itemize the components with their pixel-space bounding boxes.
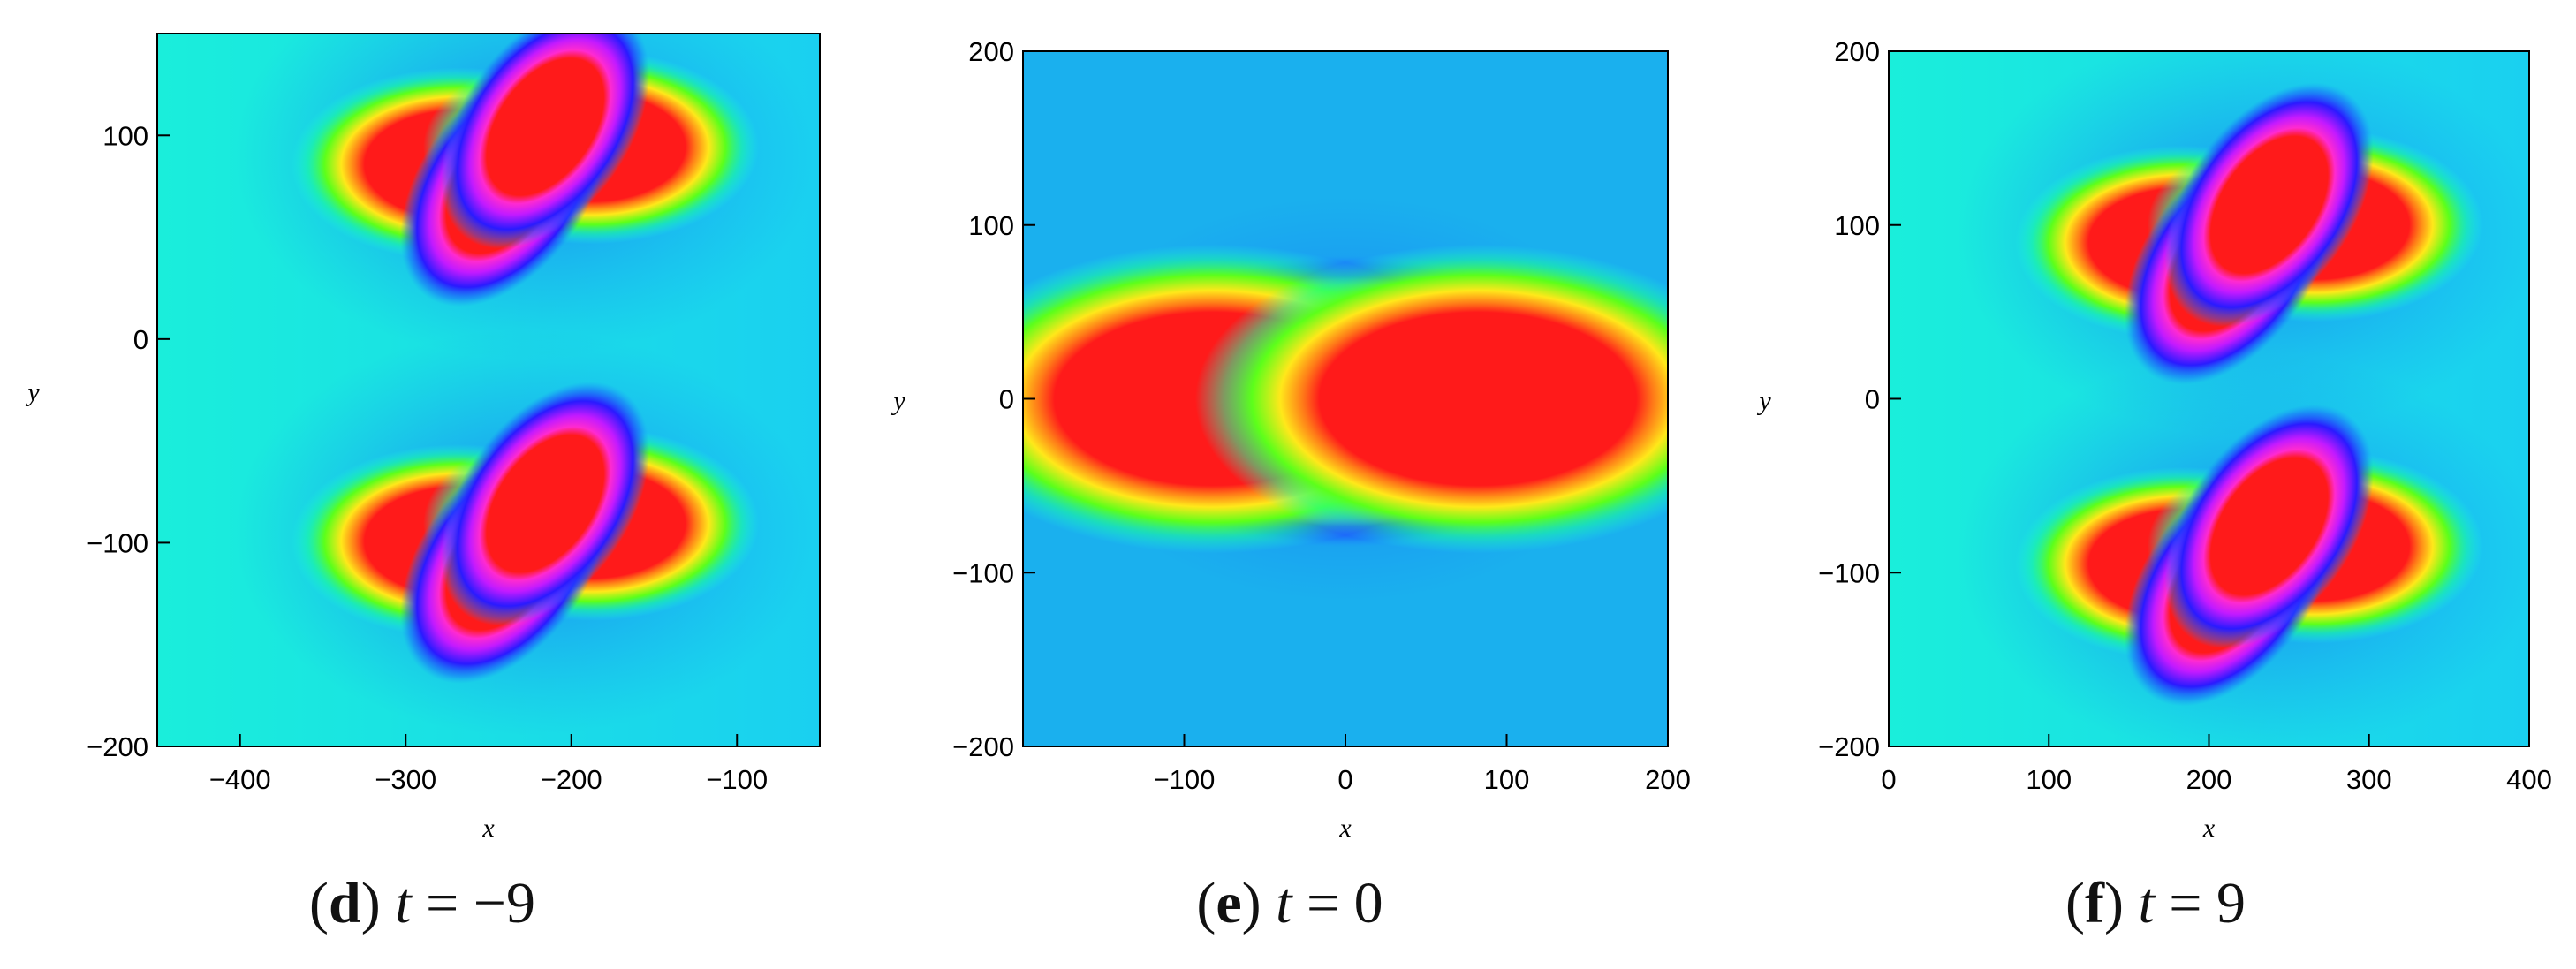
x-axis-title: x — [1338, 814, 1352, 843]
y-tick-label: −100 — [1818, 557, 1880, 588]
caption-variable: t — [1276, 871, 1292, 935]
soliton-core — [233, 329, 817, 736]
x-tick-label: 300 — [2346, 764, 2392, 795]
caption-value: 0 — [1353, 871, 1383, 935]
x-tick-label: 400 — [2506, 764, 2552, 795]
y-tick-label: 100 — [1834, 210, 1880, 241]
caption-variable: t — [2138, 871, 2155, 935]
caption-e: (e) t = 0 — [1196, 871, 1383, 935]
panel-f-heatmap: 0 100 200 300 400 −200 −100 0 100 200 x y — [1756, 36, 2552, 843]
x-tick-label: −200 — [541, 764, 602, 795]
y-axis-title: y — [25, 378, 40, 407]
caption-equals: = — [426, 871, 459, 935]
caption-f: (f) t = 9 — [2065, 871, 2246, 935]
y-tick-label: 200 — [1834, 36, 1880, 67]
soliton-core — [1023, 195, 1668, 602]
caption-value: −9 — [473, 871, 535, 935]
x-tick-label: 100 — [1484, 764, 1530, 795]
caption-variable: t — [395, 871, 412, 935]
panel-d-heatmap: −400 −300 −200 −100 −200 −100 0 100 x y — [25, 33, 821, 843]
y-tick-label: −200 — [87, 731, 148, 762]
y-tick-label: −200 — [952, 731, 1014, 762]
y-tick-label: 0 — [1865, 384, 1880, 415]
caption-equals: = — [1306, 871, 1340, 935]
soliton-core — [1957, 352, 2529, 746]
y-tick-label: 0 — [999, 384, 1014, 415]
lower-lobe — [441, 34, 650, 249]
caption-equals: = — [2169, 871, 2202, 935]
lower-lobe — [2164, 404, 2374, 648]
y-tick-label: −100 — [952, 557, 1014, 588]
plot-frame — [156, 33, 821, 747]
y-tick-label: 100 — [968, 210, 1014, 241]
x-tick-label: 0 — [1881, 764, 1896, 795]
right-lobe — [1195, 244, 1668, 554]
x-axis-title: x — [2202, 814, 2216, 843]
y-tick-label: 100 — [102, 120, 148, 151]
x-tick-label: 200 — [1645, 764, 1691, 795]
caption-letter: f — [2084, 871, 2104, 935]
caption-letter: d — [328, 871, 361, 935]
y-axis-title: y — [890, 387, 905, 416]
x-tick-label: −100 — [1154, 764, 1216, 795]
caption-d: (d) t = −9 — [309, 871, 535, 935]
soliton-core — [1957, 51, 2529, 437]
soliton-core — [233, 34, 817, 360]
caption-letter: e — [1216, 871, 1242, 935]
panel-e-heatmap: −100 0 100 200 −200 −100 0 100 200 x y — [890, 36, 1691, 843]
x-tick-label: −400 — [209, 764, 271, 795]
x-tick-label: 200 — [2186, 764, 2232, 795]
lower-lobe — [2164, 82, 2374, 327]
x-tick-label: 100 — [2026, 764, 2072, 795]
y-axis-title: y — [1756, 387, 1771, 416]
y-tick-label: 0 — [133, 324, 148, 355]
y-tick-label: −100 — [87, 527, 148, 558]
y-tick-label: 200 — [968, 36, 1014, 67]
x-tick-label: −300 — [375, 764, 436, 795]
caption-value: 9 — [2216, 871, 2246, 935]
lower-lobe — [441, 381, 650, 626]
x-axis-title: x — [481, 814, 495, 843]
x-tick-label: 0 — [1337, 764, 1352, 795]
y-tick-label: −200 — [1818, 731, 1880, 762]
x-tick-label: −100 — [706, 764, 768, 795]
